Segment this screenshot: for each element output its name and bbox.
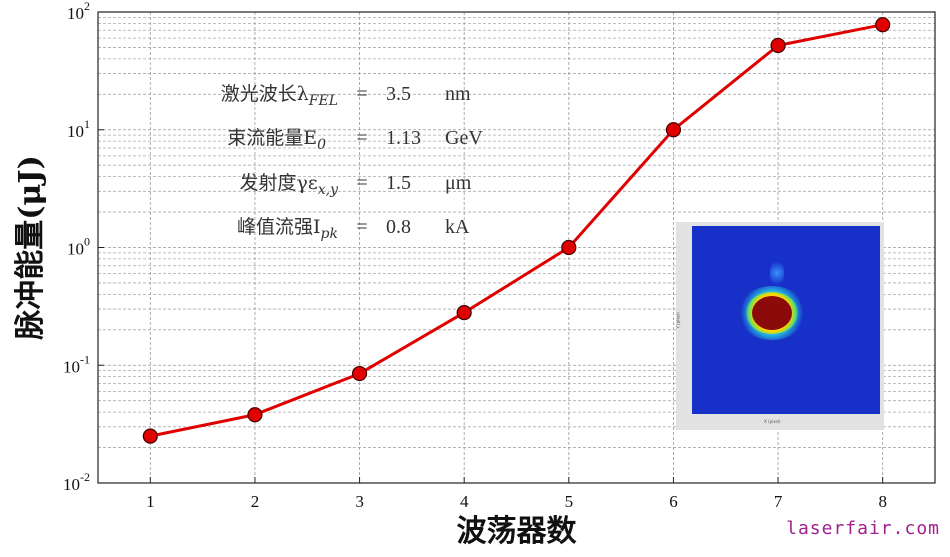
x-tick-label: 8 [878,492,887,511]
y-tick-label: 10-2 [63,470,90,494]
annotation-label: 激光波长λFEL [221,83,338,109]
annotation-value: 0.8 [386,216,411,238]
data-point [875,17,891,33]
annotation-value: 1.13 [386,127,421,149]
x-tick-label: 5 [565,492,574,511]
series-markers [142,17,891,444]
annotation-label: 束流能量E0 [227,127,326,153]
annotation-row: 发射度γεx,y = 1.5 μm [240,172,472,198]
x-axis-title: 波荡器数 [457,514,578,549]
y-tick-label: 101 [67,117,90,141]
data-point [770,37,786,54]
x-tick-label: 1 [146,492,155,511]
annotation-unit: μm [445,172,472,194]
beam-profile-inset: X (pixel) Y (pixel) [676,222,884,430]
annotation-unit: kA [445,216,470,238]
watermark: laserfair.com [786,518,940,539]
y-tick-label: 102 [67,0,90,23]
annotation-unit: GeV [445,127,483,149]
annotation-value: 1.5 [386,172,411,194]
annotation-equals: = [356,172,367,194]
x-tick-label: 6 [669,492,678,511]
annotation-equals: = [356,216,367,238]
y-tick-label: 100 [67,235,90,259]
parameter-annotations: 激光波长λFEL = 3.5 nm 束流能量E0 = 1.13 GeV 发射度γεx,y = 1.5… [221,83,484,242]
y-axis: 10-2 10-1 100 101 102 [63,0,104,494]
annotation-label: 峰值流强Ipk [237,216,338,242]
data-point [351,365,368,382]
series-line [149,23,883,438]
inset-y-label: Y (pixel) [675,312,681,329]
x-tick-label: 2 [251,492,260,511]
y-tick-label: 10-1 [63,352,90,376]
annotation-equals: = [356,83,367,105]
beam-profile-image [692,226,880,414]
x-tick-label: 7 [774,492,783,511]
annotation-value: 3.5 [386,83,411,105]
data-point [456,304,472,321]
annotation-equals: = [356,127,367,149]
data-point [142,428,158,444]
annotation-row: 激光波长λFEL = 3.5 nm [221,83,471,109]
annotation-row: 束流能量E0 = 1.13 GeV [227,127,483,153]
x-tick-label: 4 [460,492,469,511]
data-point [561,239,577,256]
annotation-unit: nm [445,83,471,105]
annotation-label: 发射度γεx,y [240,172,340,198]
y-axis-title: 脉冲能量(μJ) [13,155,48,340]
x-tick-label: 3 [355,492,364,511]
data-point [665,122,682,138]
annotation-row: 峰值流强Ipk = 0.8 kA [237,216,470,242]
data-point [247,407,263,423]
x-axis: 1 2 3 4 5 6 7 8 [146,477,887,511]
inset-x-label: X (pixel) [764,419,781,424]
